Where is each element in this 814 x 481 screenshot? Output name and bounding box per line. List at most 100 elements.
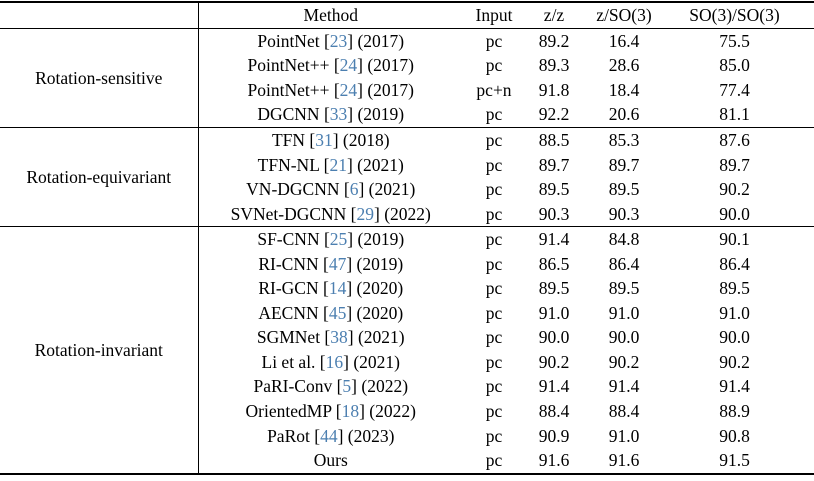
method-year: ] (2022) — [351, 376, 409, 397]
zz-cell: 90.0 — [538, 327, 570, 348]
table-row: TFN-NL [21] (2021) pc 89.7 89.7 89.7 — [0, 153, 814, 178]
column-header-zso3: z/SO(3) — [596, 5, 652, 25]
citation-link[interactable]: 44 — [320, 425, 338, 446]
zz-cell: 89.5 — [538, 278, 570, 299]
method-year: ] (2021) — [347, 327, 405, 348]
citation-link[interactable]: 24 — [339, 55, 358, 76]
citation-link[interactable]: 47 — [328, 253, 347, 274]
group-label-rotation-invariant: Rotation-invariant — [0, 226, 199, 474]
so3so3-cell: 90.2 — [719, 351, 750, 372]
method-name: TFN [ — [271, 129, 316, 150]
so3so3-cell: 88.9 — [719, 400, 750, 421]
so3so3-cell: 90.8 — [719, 425, 750, 446]
zso3-cell: 89.5 — [608, 278, 640, 299]
citation-link[interactable]: 6 — [349, 179, 359, 200]
zso3-cell: 91.0 — [608, 425, 640, 446]
zz-cell: 89.2 — [538, 30, 570, 51]
zz-cell: 89.5 — [538, 179, 570, 200]
zso3-cell: 84.8 — [583, 226, 665, 252]
column-header-input: Input — [475, 5, 513, 25]
table-row: Rotation-invariant SF-CNN [25] (2019) pc… — [0, 226, 814, 474]
citation-link[interactable]: 38 — [330, 327, 348, 348]
table-row: PaRI-Conv [5] (2022) pc 91.4 91.4 91.4 — [0, 375, 814, 400]
zso3-cell: 20.6 — [608, 104, 640, 125]
zz-cell: 91.6 — [538, 450, 570, 471]
method-name: RI-GCN [ — [258, 278, 329, 299]
method-name: PaRI-Conv [ — [253, 376, 343, 397]
input-cell: pc — [485, 104, 503, 125]
method-name: PointNet++ [ — [247, 55, 340, 76]
method-year: ] (2023) — [337, 425, 395, 446]
input-cell: pc — [485, 327, 503, 348]
citation-link[interactable]: 18 — [341, 400, 360, 421]
table-row: Ours pc 91.6 91.6 91.5 — [0, 448, 814, 474]
method-year: ] (2019) — [346, 253, 404, 274]
citation-link[interactable]: 45 — [328, 302, 347, 323]
table-row: RI-CNN [47] (2019) pc 86.5 86.4 86.4 — [0, 252, 814, 277]
zz-cell: 92.2 — [538, 104, 570, 125]
method-name: VN-DGCNN [ — [246, 179, 350, 200]
citation-link[interactable]: 24 — [339, 79, 358, 100]
method-name: DGCNN [ — [257, 104, 330, 125]
input-cell: pc — [485, 400, 503, 421]
method-cell: PointNet [23] (2017) — [198, 29, 463, 54]
zso3-cell: 85.3 — [583, 127, 665, 153]
zso3-cell: 16.4 — [608, 30, 640, 51]
citation-link[interactable]: 31 — [315, 129, 333, 150]
column-header-zz: z/z — [543, 5, 565, 25]
method-year: ] (2021) — [346, 154, 404, 175]
method-year: ] (2019) — [347, 104, 405, 125]
so3so3-cell: 81.1 — [719, 104, 750, 125]
zz-cell: 91.4 — [525, 226, 583, 252]
so3so3-cell: 77.4 — [719, 79, 750, 100]
method-year: ] (2017) — [357, 79, 415, 100]
citation-link[interactable]: 25 — [329, 229, 348, 250]
input-cell: pc — [485, 376, 503, 397]
column-header-method: Method — [303, 5, 358, 25]
method-cell: PaRot [44] (2023) — [198, 424, 463, 449]
zso3-cell: 90.3 — [608, 203, 640, 224]
citation-link[interactable]: 29 — [356, 203, 375, 224]
zso3-cell: 28.6 — [608, 55, 640, 76]
method-year: ] (2018) — [332, 129, 390, 150]
zz-cell: 91.8 — [538, 79, 570, 100]
zz-cell: 90.3 — [538, 203, 570, 224]
method-cell: RI-CNN [47] (2019) — [198, 252, 463, 277]
so3so3-cell: 90.1 — [665, 226, 814, 252]
method-cell: SF-CNN [25] (2019) — [198, 226, 463, 252]
citation-link[interactable]: 33 — [329, 104, 348, 125]
group-label-rotation-equivariant: Rotation-equivariant — [0, 127, 199, 227]
zz-cell: 89.3 — [538, 55, 570, 76]
input-cell: pc — [463, 226, 525, 252]
method-name: SVNet-DGCNN [ — [230, 203, 357, 224]
zso3-cell: 91.6 — [608, 450, 640, 471]
citation-link[interactable]: 14 — [328, 278, 347, 299]
method-year: ] (2020) — [346, 278, 404, 299]
table-row: SVNet-DGCNN [29] (2022) pc 90.3 90.3 90.… — [0, 202, 814, 227]
input-cell: pc — [485, 278, 503, 299]
method-name: Li et al. [ — [261, 351, 326, 372]
column-header-group — [0, 2, 199, 29]
citation-link[interactable]: 23 — [329, 30, 348, 51]
method-year: ] (2022) — [374, 203, 431, 224]
method-name: SF-CNN [ — [257, 229, 330, 250]
method-cell: PaRI-Conv [5] (2022) — [198, 375, 463, 400]
method-cell: SGMNet [38] (2021) — [198, 326, 463, 351]
method-cell: VN-DGCNN [6] (2021) — [198, 177, 463, 202]
zso3-cell: 89.7 — [608, 154, 640, 175]
method-cell: OrientedMP [18] (2022) — [198, 399, 463, 424]
citation-link[interactable]: 16 — [325, 351, 344, 372]
method-cell: Li et al. [16] (2021) — [198, 350, 463, 375]
table-row: AECNN [45] (2020) pc 91.0 91.0 91.0 — [0, 301, 814, 326]
zz-cell: 88.5 — [525, 127, 583, 153]
zz-cell: 90.9 — [538, 425, 570, 446]
citation-link[interactable]: 21 — [329, 154, 347, 175]
citation-link[interactable]: 5 — [342, 376, 352, 397]
so3so3-cell: 87.6 — [665, 127, 814, 153]
so3so3-cell: 75.5 — [719, 30, 750, 51]
method-name: Ours — [313, 450, 348, 471]
method-cell: AECNN [45] (2020) — [198, 301, 463, 326]
so3so3-cell: 91.5 — [719, 450, 750, 471]
method-cell: Ours — [198, 448, 463, 474]
